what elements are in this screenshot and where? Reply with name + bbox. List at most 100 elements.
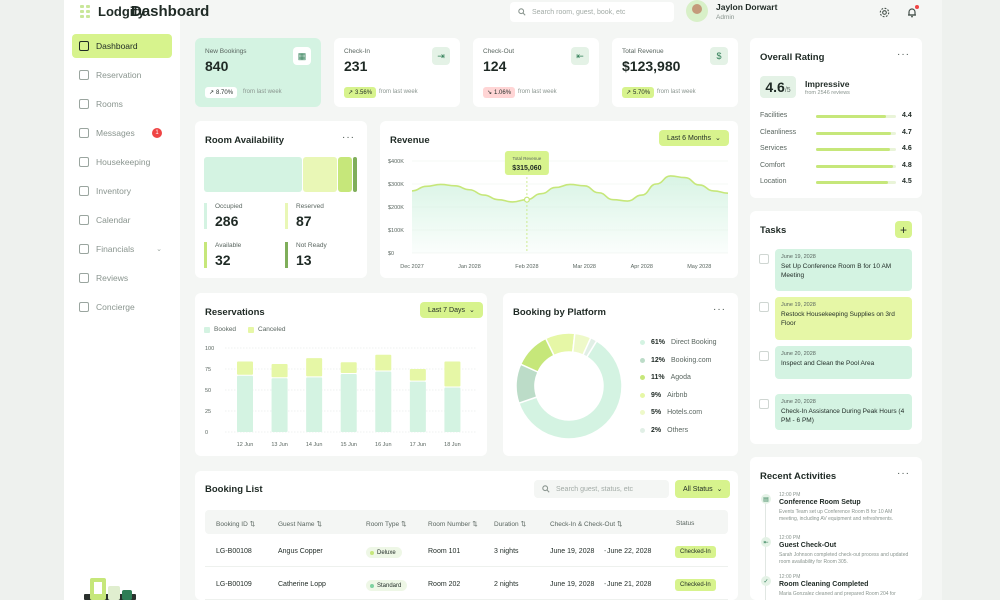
- bar-canceled[interactable]: [340, 362, 357, 374]
- stat-change-value: 8.70%: [216, 89, 234, 96]
- stat-card-check-in[interactable]: Check-In 231 ⇥ ↗ 3.56% from last week: [334, 38, 460, 107]
- status-badge: Checked-In: [675, 546, 716, 558]
- sidebar-item-calendar[interactable]: Calendar: [72, 208, 172, 232]
- bar-booked[interactable]: [340, 374, 357, 432]
- column-header[interactable]: Room Type ⇅: [366, 520, 407, 528]
- stat-card-check-out[interactable]: Check-Out 124 ⇤ ↘ 1.06% from last week: [473, 38, 599, 107]
- donut-slice-others[interactable]: [582, 336, 598, 359]
- x-tick-label: 14 Jun: [306, 442, 323, 448]
- stat-card-new-bookings[interactable]: New Bookings 840 ▦ ↗ 8.70% from last week: [195, 38, 321, 107]
- column-header[interactable]: Booking ID ⇅: [216, 520, 255, 528]
- column-header[interactable]: Status: [676, 520, 694, 527]
- occupied-bar-segment: [204, 157, 302, 192]
- sidebar-item-messages[interactable]: Messages 1: [72, 121, 172, 145]
- activity-time: 12:00 PM: [779, 574, 801, 580]
- task-checkbox[interactable]: [759, 399, 769, 409]
- rating-category-label: Services: [760, 145, 787, 152]
- stat-change-badge: ↗ 5.70%: [622, 87, 655, 98]
- task-item[interactable]: June 19, 2028 Restock Housekeeping Suppli…: [775, 297, 912, 340]
- table-row[interactable]: [205, 537, 728, 567]
- rating-bar-fill: [816, 148, 890, 151]
- column-header[interactable]: Duration ⇅: [494, 520, 526, 528]
- bar-canceled[interactable]: [444, 361, 461, 387]
- more-options-icon[interactable]: ···: [713, 304, 726, 315]
- legend-swatch: [640, 357, 645, 363]
- sidebar-item-rooms[interactable]: Rooms: [72, 92, 172, 116]
- stat-period: from last week: [379, 89, 418, 95]
- stat-card-total-revenue[interactable]: Total Revenue $123,980 $ ↗ 5.70% from last we…: [612, 38, 738, 107]
- sidebar-nav: Dashboard Reservation Rooms Messages 1 Housek…: [72, 34, 172, 324]
- more-options-icon[interactable]: ···: [897, 468, 910, 479]
- legend-swatch: [640, 428, 645, 433]
- bar-booked[interactable]: [444, 387, 461, 432]
- sidebar-item-dashboard[interactable]: Dashboard: [72, 34, 172, 58]
- donut-slice-direct-booking[interactable]: [517, 339, 623, 440]
- bar-canceled[interactable]: [409, 369, 426, 381]
- rating-bar: [816, 115, 896, 118]
- task-item[interactable]: June 19, 2028 Set Up Conference Room B fo…: [775, 249, 912, 291]
- sidebar-item-reviews[interactable]: Reviews: [72, 266, 172, 290]
- sidebar-item-concierge[interactable]: Concierge: [72, 295, 172, 319]
- calendar-icon: ▦: [293, 47, 311, 65]
- task-checkbox[interactable]: [759, 302, 769, 312]
- available-stat: Available 32: [204, 242, 241, 268]
- box-icon: [79, 186, 89, 196]
- bar-booked[interactable]: [375, 371, 392, 432]
- stat-label: Check-In: [344, 48, 371, 55]
- bar-canceled[interactable]: [306, 358, 323, 377]
- sidebar-item-financials[interactable]: Financials ⌄: [72, 237, 172, 261]
- x-tick-label: Feb 2028: [515, 264, 538, 270]
- bar-booked[interactable]: [409, 381, 426, 432]
- task-checkbox[interactable]: [759, 351, 769, 361]
- more-options-icon[interactable]: ···: [342, 132, 355, 143]
- column-header[interactable]: Check-In & Check-Out ⇅: [550, 520, 622, 528]
- brand-logo[interactable]: Lodgify: [80, 4, 145, 19]
- column-header[interactable]: Guest Name ⇅: [278, 520, 322, 528]
- activity-description: Maria Gonzalez cleaned and prepared Room…: [779, 591, 896, 597]
- bar-canceled[interactable]: [237, 361, 253, 375]
- bar-canceled[interactable]: [271, 363, 288, 378]
- platform-percent: 5%: [651, 409, 662, 417]
- reservations-filter-dropdown[interactable]: Last 7 Days ⌄: [420, 302, 483, 318]
- revenue-filter-dropdown[interactable]: Last 6 Months ⌄: [659, 130, 729, 146]
- occupied-label: Occupied: [215, 203, 243, 210]
- y-tick-label: 25: [205, 409, 211, 415]
- task-item[interactable]: June 20, 2028 Check-In Assistance During …: [775, 394, 912, 430]
- avatar[interactable]: [686, 0, 708, 22]
- logout-icon: ⇤: [571, 47, 589, 65]
- more-options-icon[interactable]: ···: [897, 49, 910, 60]
- task-checkbox[interactable]: [759, 254, 769, 264]
- tooltip-point[interactable]: [523, 196, 530, 203]
- sidebar-item-inventory[interactable]: Inventory: [72, 179, 172, 203]
- sidebar-item-reservation[interactable]: Reservation: [72, 63, 172, 87]
- global-search[interactable]: Search room, guest, book, etc: [510, 2, 674, 22]
- stat-period: from last week: [518, 89, 557, 95]
- task-item[interactable]: June 20, 2028 Inspect and Clean the Pool …: [775, 346, 912, 379]
- column-header[interactable]: Room Number ⇅: [428, 520, 478, 528]
- activity-title: Room Cleaning Completed: [779, 581, 869, 588]
- tasks-title: Tasks: [760, 225, 787, 236]
- reserved-label: Reserved: [296, 203, 324, 210]
- rating-bar-fill: [816, 181, 888, 184]
- rating-bar-fill: [816, 115, 887, 118]
- bar-canceled[interactable]: [375, 354, 392, 371]
- bar-booked[interactable]: [306, 377, 323, 432]
- platform-percent: 12%: [651, 356, 666, 364]
- bar-booked[interactable]: [271, 378, 288, 432]
- booking-search[interactable]: Search guest, status, etc: [534, 480, 669, 498]
- reservations-filter-label: Last 7 Days: [428, 306, 465, 314]
- status-filter-dropdown[interactable]: All Status ⌄: [675, 480, 731, 498]
- not-ready-stat: Not Ready 13: [285, 242, 327, 268]
- chevron-down-icon: ⌄: [714, 135, 721, 142]
- settings-button[interactable]: [875, 3, 893, 21]
- rating-category-score: 4.8: [902, 161, 912, 169]
- bar-booked[interactable]: [237, 375, 253, 432]
- stat-value: $123,980: [622, 58, 681, 74]
- legend-booked: Booked: [204, 326, 236, 333]
- sidebar-item-housekeeping[interactable]: Housekeeping: [72, 150, 172, 174]
- notifications-button[interactable]: [903, 3, 921, 21]
- rating-category-label: Comfort: [760, 161, 785, 169]
- add-task-button[interactable]: +: [895, 221, 912, 238]
- check-out-date: June 21, 2028: [607, 581, 652, 588]
- stat-label: Total Revenue: [622, 48, 664, 55]
